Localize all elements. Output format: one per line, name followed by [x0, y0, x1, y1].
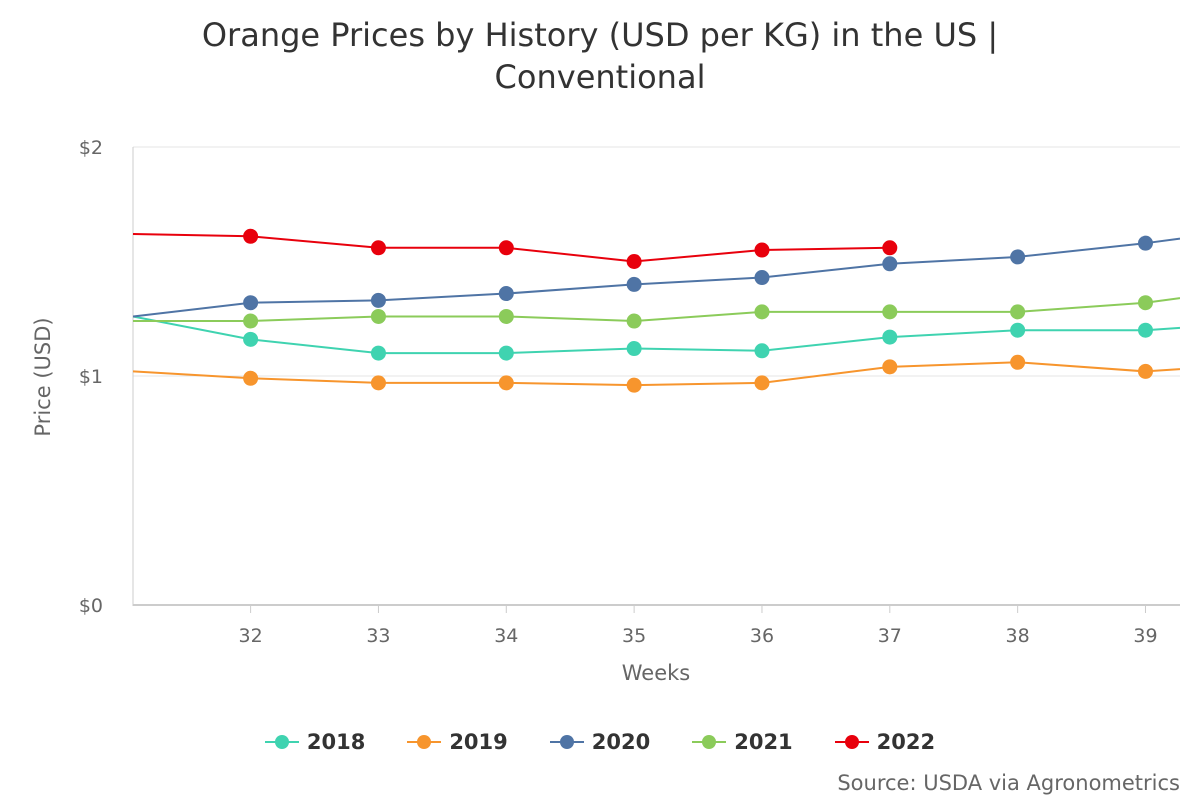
- legend-symbol-2019: [407, 735, 442, 749]
- point-2020-week-37: [882, 256, 898, 272]
- series-2022: [133, 228, 898, 269]
- legend-symbol-2020: [549, 735, 584, 749]
- legend-item-2018[interactable]: 2018: [264, 730, 366, 754]
- legend-symbol-2022: [834, 735, 869, 749]
- point-2019-week-39: [1137, 363, 1153, 379]
- point-2018-week-35: [626, 341, 642, 357]
- point-2021-week-33: [370, 308, 386, 324]
- legend-item-2021[interactable]: 2021: [692, 730, 793, 754]
- point-2018-week-39: [1137, 322, 1153, 338]
- chart-title-line-2: Conventional: [494, 58, 706, 96]
- point-2019-week-38: [1010, 354, 1026, 370]
- x-tick-label-37: 37: [878, 625, 902, 647]
- series-line-2019: [133, 361, 1180, 387]
- point-2018-week-32: [243, 331, 259, 347]
- point-2021-week-35: [626, 313, 642, 329]
- series-line-2021: [133, 297, 1180, 323]
- legend-item-2022[interactable]: 2022: [834, 730, 936, 754]
- point-2020-week-32: [243, 295, 259, 311]
- legend-label-2022: 2022: [876, 730, 936, 754]
- source-credit: Source: USDA via Agronometrics: [837, 771, 1180, 795]
- chart-title-line-1: Orange Prices by History (USD per KG) in…: [201, 16, 999, 54]
- series-2021: [133, 295, 1180, 329]
- legend-item-2020[interactable]: 2020: [549, 730, 651, 754]
- y-tick-label-0: $0: [79, 595, 103, 617]
- point-2018-week-34: [498, 345, 514, 361]
- point-2022-week-32: [243, 228, 259, 244]
- y-tick-label-2: $2: [79, 137, 103, 159]
- point-2020-week-34: [498, 286, 514, 302]
- point-2019-week-34: [498, 375, 514, 391]
- point-2022-week-35: [626, 254, 642, 269]
- legend-label-2019: 2019: [449, 730, 508, 754]
- point-2020-week-33: [370, 292, 386, 308]
- point-2021-week-37: [882, 304, 898, 320]
- point-2019-week-35: [626, 377, 642, 393]
- point-2022-week-33: [370, 240, 386, 256]
- x-tick-label-33: 33: [366, 625, 390, 647]
- legend: 2018 2019 2020 2021 2022: [0, 730, 1200, 754]
- x-tick-label-39: 39: [1133, 625, 1157, 647]
- point-2021-week-39: [1137, 295, 1153, 311]
- point-2021-week-34: [498, 308, 514, 324]
- point-2021-week-38: [1010, 304, 1026, 320]
- series-line-2020: [133, 237, 1180, 318]
- series-2019: [133, 354, 1180, 393]
- point-2021-week-32: [243, 313, 259, 329]
- legend-label-2020: 2020: [591, 730, 651, 754]
- series-2018: [133, 315, 1180, 361]
- point-2019-week-32: [243, 370, 259, 386]
- point-2022-week-34: [498, 240, 514, 256]
- point-2018-week-36: [754, 343, 770, 359]
- legend-symbol-2018: [264, 735, 299, 749]
- point-2022-week-36: [754, 242, 770, 258]
- y-axis-title: Price (USD): [31, 317, 55, 437]
- series-2020: [133, 235, 1180, 318]
- x-tick-label-36: 36: [750, 625, 774, 647]
- series-line-2018: [133, 315, 1180, 355]
- legend-symbol-2021: [692, 735, 727, 749]
- point-2018-week-38: [1010, 322, 1026, 338]
- point-2019-week-33: [370, 375, 386, 391]
- point-2022-week-37: [882, 240, 898, 256]
- x-tick-label-32: 32: [239, 625, 263, 647]
- x-tick-label-38: 38: [1006, 625, 1030, 647]
- point-2019-week-36: [754, 375, 770, 391]
- chart-title: Orange Prices by History (USD per KG) in…: [100, 14, 1100, 98]
- x-tick-label-35: 35: [622, 625, 646, 647]
- point-2020-week-38: [1010, 249, 1026, 265]
- y-tick-label-1: $1: [79, 366, 103, 388]
- point-2018-week-33: [370, 345, 386, 361]
- point-2021-week-36: [754, 304, 770, 320]
- point-2018-week-37: [882, 329, 898, 345]
- point-2020-week-39: [1137, 235, 1153, 251]
- legend-item-2019[interactable]: 2019: [407, 730, 508, 754]
- point-2020-week-35: [626, 276, 642, 292]
- point-2019-week-37: [882, 359, 898, 375]
- x-axis-title: Weeks: [621, 661, 691, 685]
- x-tick-label-34: 34: [494, 625, 518, 647]
- point-2020-week-36: [754, 270, 770, 286]
- legend-label-2021: 2021: [734, 730, 793, 754]
- legend-label-2018: 2018: [306, 730, 366, 754]
